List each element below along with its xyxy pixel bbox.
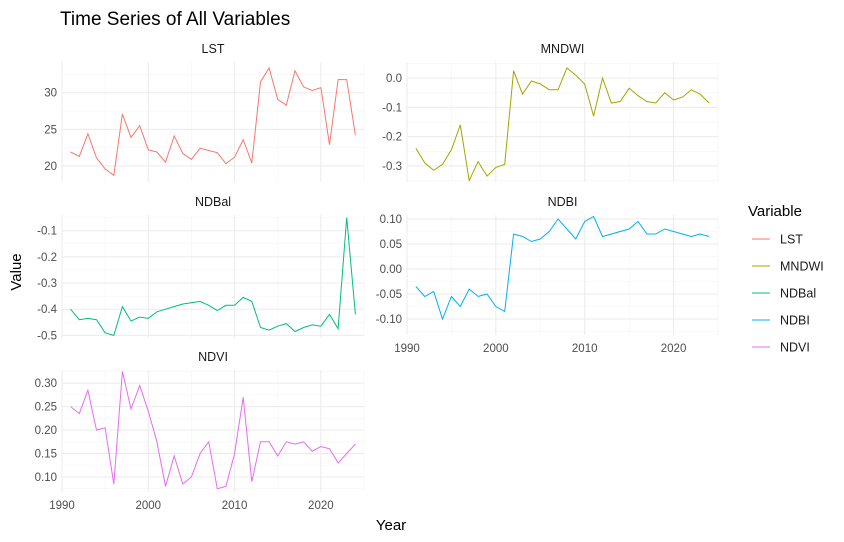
y-tick-label: 30 bbox=[44, 88, 57, 100]
y-tick-label: 0.00 bbox=[380, 264, 402, 276]
legend-item-ndvi: NDVI bbox=[752, 341, 810, 355]
y-tick-label: 0.05 bbox=[380, 239, 402, 251]
x-tick-label: 2010 bbox=[572, 343, 598, 355]
y-tick-label: -0.1 bbox=[37, 226, 57, 238]
facet-panel-ndbal: NDBal -0.5 -0.4 -0.3 -0.2 -0.1 bbox=[37, 195, 365, 342]
legend-label: NDBal bbox=[780, 287, 816, 301]
legend: Variable LST MNDWI NDBal NDBI NDVI bbox=[748, 203, 824, 355]
x-tick-label: 2000 bbox=[483, 343, 509, 355]
legend-label: LST bbox=[780, 233, 803, 247]
y-tick-label: 0.30 bbox=[35, 378, 57, 390]
series-line-mndwi bbox=[415, 67, 710, 183]
y-tick-label: 0.20 bbox=[35, 425, 57, 437]
facet-strip-label: MNDWI bbox=[541, 42, 585, 56]
facet-strip-label: LST bbox=[202, 42, 225, 56]
y-tick-label: -0.4 bbox=[37, 304, 57, 316]
legend-item-ndbi: NDBI bbox=[752, 314, 810, 328]
facet-strip-label: NDVI bbox=[198, 350, 228, 364]
y-tick-label: 0.15 bbox=[35, 449, 57, 461]
x-tick-label: 2020 bbox=[308, 500, 334, 512]
chart-title: Time Series of All Variables bbox=[60, 9, 290, 30]
y-axis-title: Value bbox=[8, 253, 25, 290]
y-tick-label: -0.1 bbox=[382, 102, 402, 114]
y-tick-label: -0.05 bbox=[376, 289, 402, 301]
y-tick-label: 25 bbox=[44, 124, 57, 136]
facet-panel-mndwi: MNDWI -0.3 -0.2 -0.1 0.0 bbox=[382, 42, 719, 183]
x-axis-title: Year bbox=[376, 517, 406, 534]
legend-label: NDVI bbox=[780, 341, 810, 355]
facet-panels: LST 20 25 30 MNDWI -0.3 -0.2 -0.1 0.0 NDBal -0.5 -0… bbox=[35, 42, 719, 512]
facet-strip-label: NDBal bbox=[195, 195, 231, 209]
x-tick-label: 2020 bbox=[661, 343, 687, 355]
facet-panel-lst: LST 20 25 30 bbox=[44, 42, 365, 182]
y-tick-label: -0.10 bbox=[376, 314, 402, 326]
y-tick-label: 0.25 bbox=[35, 402, 57, 414]
x-tick-label: 1990 bbox=[49, 500, 75, 512]
legend-label: MNDWI bbox=[780, 260, 824, 274]
facet-panel-ndbi: NDBI -0.10 -0.05 0.00 0.05 0.10 1990 2000 2010 20… bbox=[376, 195, 719, 355]
x-tick-label: 2010 bbox=[222, 500, 248, 512]
y-tick-label: 20 bbox=[44, 161, 57, 173]
x-tick-label: 1990 bbox=[394, 343, 420, 355]
facet-strip-label: NDBI bbox=[548, 195, 578, 209]
y-tick-label: 0.10 bbox=[35, 472, 57, 484]
series-line-ndbi bbox=[415, 215, 710, 321]
facet-panel-ndvi: NDVI 0.10 0.15 0.20 0.25 0.30 1990 2000 2010 2020 bbox=[35, 350, 365, 512]
y-tick-label: -0.3 bbox=[382, 161, 402, 173]
series-line-lst bbox=[70, 66, 356, 177]
series-line-ndbal bbox=[70, 217, 356, 337]
x-tick-label: 2000 bbox=[135, 500, 161, 512]
y-tick-label: -0.2 bbox=[382, 132, 402, 144]
legend-item-ndbal: NDBal bbox=[752, 287, 816, 301]
y-tick-label: -0.2 bbox=[37, 252, 57, 264]
legend-title: Variable bbox=[748, 203, 802, 220]
y-tick-label: -0.3 bbox=[37, 278, 57, 290]
y-tick-label: -0.5 bbox=[37, 330, 57, 342]
y-tick-label: 0.10 bbox=[380, 214, 402, 226]
y-tick-label: 0.0 bbox=[386, 73, 402, 85]
series-line-ndvi bbox=[70, 371, 356, 490]
legend-item-mndwi: MNDWI bbox=[752, 260, 824, 274]
legend-label: NDBI bbox=[780, 314, 810, 328]
legend-item-lst: LST bbox=[752, 233, 803, 247]
